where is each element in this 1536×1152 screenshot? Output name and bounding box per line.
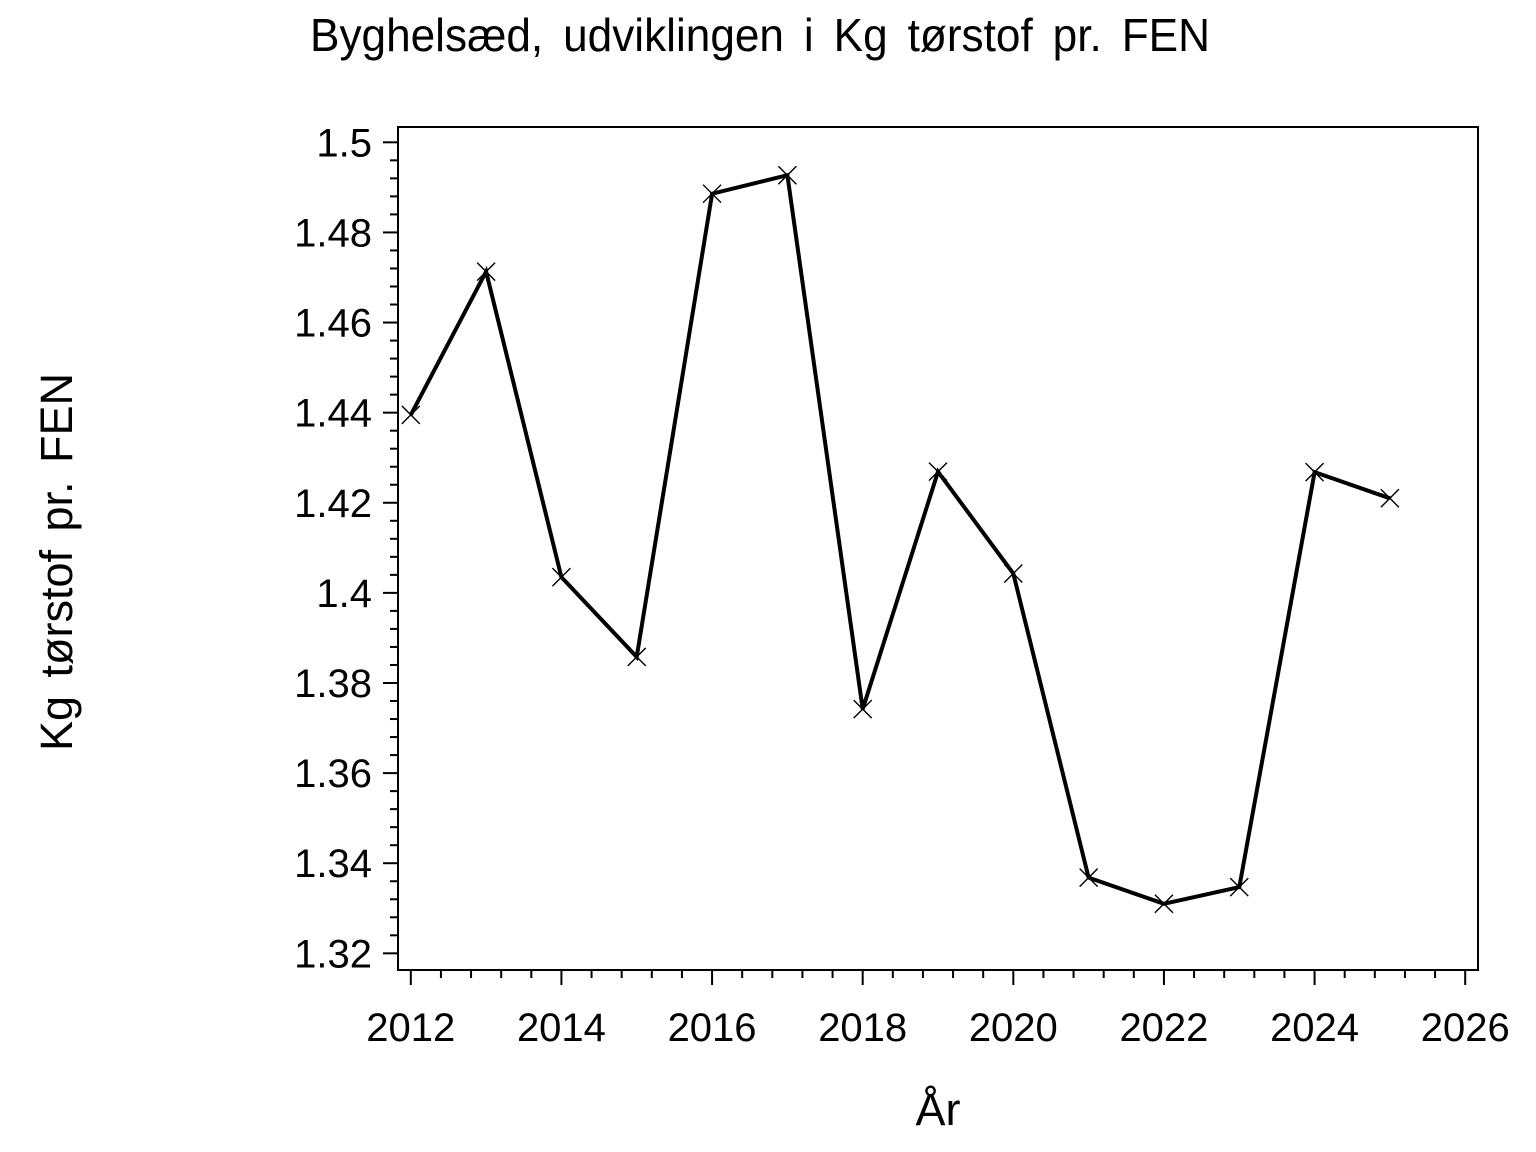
- plot-area-frame: [397, 126, 1479, 971]
- data-point-marker: [928, 462, 948, 482]
- x-axis-tick-label: 2012: [366, 1006, 455, 1050]
- y-axis-tick-label: 1.38: [294, 662, 372, 706]
- data-point-marker: [627, 647, 647, 667]
- data-point-marker: [1154, 894, 1174, 914]
- y-axis-title: Kg tørstof pr. FEN: [31, 373, 82, 751]
- y-axis-tick-label: 1.44: [294, 392, 372, 436]
- data-point-marker: [1305, 462, 1325, 482]
- x-axis-tick-label: 2014: [517, 1006, 606, 1050]
- x-axis-tick-label: 2024: [1270, 1006, 1359, 1050]
- x-axis-title: År: [916, 1084, 961, 1135]
- data-line: [409, 172, 1391, 906]
- y-axis-tick-label: 1.46: [294, 302, 372, 346]
- y-axis-tick-label: 1.5: [316, 121, 372, 165]
- y-axis-tick-label: 1.32: [294, 932, 372, 976]
- data-point-marker: [401, 405, 421, 425]
- data-point-marker: [702, 184, 722, 204]
- x-axis-tick-label: 2020: [969, 1006, 1058, 1050]
- x-axis-tick-label: 2018: [818, 1006, 907, 1050]
- data-point-marker: [551, 567, 571, 587]
- x-axis-tick-label: 2022: [1119, 1006, 1208, 1050]
- data-point-marker: [1380, 488, 1400, 508]
- data-point-marker: [1079, 868, 1099, 888]
- y-axis-tick-label: 1.48: [294, 211, 372, 255]
- data-point-marker: [476, 262, 496, 282]
- y-axis-tick-label: 1.42: [294, 482, 372, 526]
- y-axis-tick-label: 1.4: [316, 572, 372, 616]
- x-axis-tick-label: 2016: [668, 1006, 757, 1050]
- x-axis-tick-label: 2026: [1421, 1006, 1510, 1050]
- data-point-marker: [1229, 877, 1249, 897]
- data-point-marker: [1003, 564, 1023, 584]
- data-point-marker: [777, 165, 797, 185]
- chart-title: Byghelsæd, udviklingen i Kg tørstof pr. …: [310, 9, 1210, 61]
- y-axis-tick-label: 1.36: [294, 752, 372, 796]
- data-point-marker: [853, 699, 873, 719]
- y-axis-tick-label: 1.34: [294, 842, 372, 886]
